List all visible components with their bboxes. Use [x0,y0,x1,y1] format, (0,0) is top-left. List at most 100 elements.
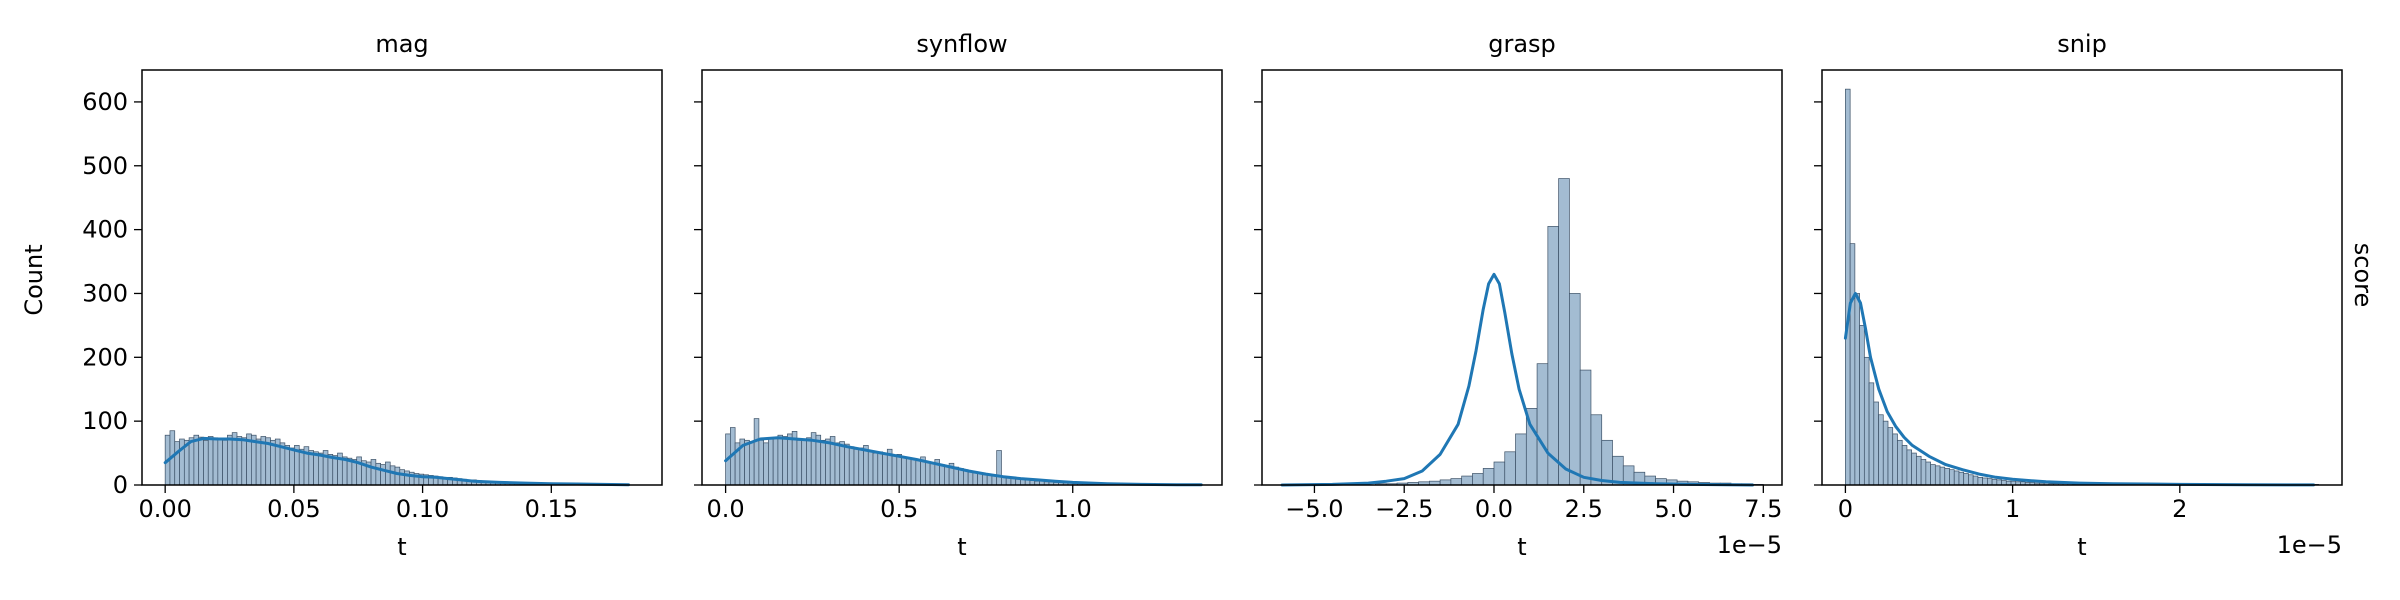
histogram-bar [924,461,931,486]
histogram-bar [1536,363,1549,486]
histogram-bar [901,456,907,486]
histogram-bar [404,470,410,486]
y-tick-label: 0 [113,471,128,499]
histogram-bar [1579,369,1592,486]
histogram-bar [820,439,826,486]
histogram-bar [896,454,902,486]
x-tick-label: 2.5 [1565,495,1603,523]
histogram-bar [1977,476,1983,486]
x-offset-text: 1e−5 [2277,531,2342,559]
axes-frame [1821,69,2343,486]
histogram-bar [188,437,195,486]
histogram-bar [915,460,921,486]
histogram-bar [1916,455,1922,486]
y-tick-label: 100 [82,407,128,435]
facet-panel-synflow: synflow 0.0 0.5 1.0 t [694,30,1223,561]
histogram-bar [982,474,988,486]
histogram-bar [853,448,860,486]
histogram-bar [991,475,998,486]
histogram-bar [203,439,209,486]
histogram-bar [1882,420,1889,486]
axes-frame [141,69,663,486]
histogram-bar [1873,401,1879,486]
histogram-bar [227,434,233,486]
kde-line [1280,272,1755,487]
histogram-bar [944,465,950,486]
histogram-bar [399,469,405,486]
kde-line [1843,292,2316,487]
histogram-bar [279,442,286,486]
kde-line [724,436,1203,487]
histogram-bar [1887,427,1894,486]
histogram-bar [867,450,874,486]
histogram-bar [308,450,314,486]
histogram-bar [1493,461,1506,486]
histogram-bar [844,443,850,486]
histogram-bar [1920,459,1927,486]
histogram-bar [882,454,888,486]
x-offset-text: 1e−5 [1717,531,1782,559]
histogram-bar [910,459,917,486]
facet-title: snip [2057,30,2107,58]
facet-title: grasp [1488,30,1556,58]
histogram-bar [1949,469,1955,486]
histogram-bar [241,437,247,486]
histogram-bar [1930,464,1936,486]
histogram-bar [198,436,204,486]
histogram-bar [905,457,912,486]
facet-panel-mag: mag 0.00 0.05 0.10 0.15 0 100 200 300 400 500 600 t [82,30,663,561]
histogram-bar [858,447,864,486]
histogram-bar [385,461,391,486]
x-tick-label: 7.5 [1744,495,1782,523]
y-tick-label: 600 [82,88,128,116]
histogram-bar [872,452,879,486]
histogram-bar [332,455,338,486]
x-tick-label: 1 [2005,495,2020,523]
histogram-bar [1461,475,1473,486]
histogram-bar [1547,226,1559,486]
histogram-bar [318,452,324,486]
histogram-bar [380,464,386,486]
histogram-bar [1925,461,1931,486]
histogram-bar [236,436,243,486]
histogram-bar [222,439,228,486]
histogram-bar [1968,474,1974,486]
histogram-bar [801,438,807,486]
histogram-bar [394,466,401,486]
histogram-bar [891,455,898,486]
histogram-bar [787,433,793,486]
x-tick-label: 2 [2172,495,2187,523]
histogram-bar [877,451,883,486]
histogram-bar [255,438,262,486]
histogram-bar [777,434,784,486]
histogram-bar [749,441,755,486]
histogram-bar [1015,478,1021,486]
histogram-bar [825,438,831,486]
y-tick-label: 400 [82,216,128,244]
histogram-bar [1590,414,1603,486]
histogram-bar [270,439,276,486]
histogram-bar [1963,473,1969,486]
y-tick-label: 200 [82,343,128,371]
x-tick-label: 0.15 [525,495,578,523]
row-facet-label: score [2349,243,2377,308]
histogram-bar [212,437,219,486]
y-axis-label: Count [20,244,48,315]
histogram-bar [1996,479,2002,486]
histogram-bar [1892,433,1898,486]
axes-frame [701,69,1223,486]
histogram-bar [772,437,779,486]
histogram-bar [1515,433,1527,486]
histogram-bar [972,471,979,486]
x-tick-label: 0.05 [267,495,320,523]
histogram-bar [1906,449,1913,486]
histogram-bar [744,439,750,486]
histogram-bar [1953,470,1960,486]
histogram-bar [1901,445,1908,486]
histogram-bar [1934,465,1941,486]
histogram-bar [768,438,774,486]
facet-panel-snip: snip 0 1 2 t 1e−5 [1814,30,2343,561]
facet-title: synflow [916,30,1007,58]
x-axis-label: t [397,533,406,561]
